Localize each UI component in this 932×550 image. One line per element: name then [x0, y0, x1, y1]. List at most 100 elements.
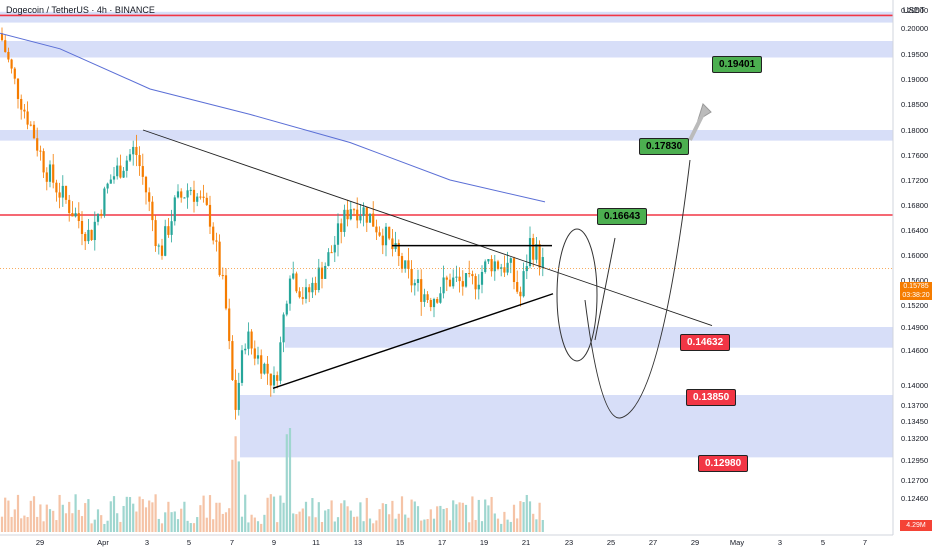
volume-bar — [231, 459, 234, 532]
candle-body — [410, 268, 413, 286]
candle-body — [343, 209, 346, 232]
volume-bar — [423, 519, 426, 532]
ascending-trendline — [272, 293, 554, 389]
volume-bar — [119, 521, 122, 532]
volume-bar — [192, 523, 196, 532]
candle-body — [52, 164, 55, 183]
candle-body — [471, 274, 474, 277]
candle-body — [234, 379, 237, 410]
volume-bar — [7, 500, 10, 532]
volume-bar — [29, 500, 32, 532]
x-tick-label: 7 — [863, 538, 867, 547]
volume-bar — [106, 520, 109, 532]
volume-bar — [359, 502, 362, 532]
volume-bar — [509, 521, 512, 532]
candle-body — [365, 207, 368, 223]
candle-body — [218, 241, 221, 276]
volume-bar — [269, 494, 272, 532]
candle-body — [64, 185, 68, 200]
candle-body — [7, 51, 10, 60]
volume-bar — [74, 494, 77, 532]
candle-body — [148, 192, 151, 202]
candle-body — [484, 261, 487, 272]
volume-bar — [471, 496, 474, 532]
volume-bar — [324, 510, 327, 532]
candle-body — [93, 221, 96, 241]
candle-body — [253, 348, 256, 359]
x-tick-label: 23 — [565, 538, 573, 547]
candle-body — [285, 303, 288, 315]
candle-body — [368, 213, 372, 223]
volume-label: 4.29M — [900, 520, 932, 531]
volume-bar — [448, 520, 452, 532]
volume-bar — [404, 514, 407, 532]
candle-body — [490, 259, 493, 272]
projection-arrow-1 — [594, 237, 616, 341]
candle-body — [538, 244, 541, 268]
y-tick-label: 0.15200 — [901, 301, 928, 310]
volume-bar — [244, 494, 247, 532]
candle-body — [448, 279, 452, 287]
candle-body — [141, 166, 144, 177]
candle-body — [336, 223, 340, 245]
volume-bar — [10, 516, 13, 532]
volume-bar — [42, 521, 45, 532]
volume-bar — [128, 497, 132, 532]
candle-body — [458, 276, 461, 282]
candle-body — [266, 363, 269, 374]
candle-body — [352, 209, 356, 211]
candle-body — [55, 182, 58, 193]
candle-body — [231, 341, 234, 380]
candle-body — [167, 226, 170, 235]
volume-bar — [407, 517, 410, 532]
volume-bar — [432, 518, 436, 532]
candle-body — [359, 215, 362, 221]
volume-bar — [452, 500, 455, 532]
volume-bar — [413, 501, 416, 532]
volume-bar — [279, 495, 282, 532]
y-tick-label: 0.18500 — [901, 100, 928, 109]
volume-bar — [253, 517, 256, 532]
volume-bar — [84, 503, 87, 532]
volume-bar — [333, 521, 336, 532]
candle-body — [468, 273, 471, 275]
candle-body — [58, 192, 61, 198]
x-tick-label: 25 — [607, 538, 615, 547]
y-tick-label: 0.14600 — [901, 346, 928, 355]
volume-bar — [525, 494, 528, 532]
candle-body — [77, 213, 80, 222]
volume-bar — [80, 516, 84, 532]
candle-body — [186, 190, 189, 198]
volume-bar — [250, 514, 253, 532]
volume-bar — [416, 506, 420, 532]
candle-body — [4, 40, 7, 52]
candle-body — [103, 188, 106, 216]
candle-body — [346, 209, 349, 220]
candle-body — [362, 207, 365, 216]
volume-bar — [0, 516, 4, 532]
candle-body — [397, 243, 400, 257]
volume-bar — [90, 523, 93, 532]
candle-body — [464, 273, 468, 287]
volume-bar — [109, 501, 112, 532]
volume-bar — [202, 495, 205, 532]
volume-bar — [372, 523, 375, 532]
candle-body — [480, 271, 484, 285]
volume-bar — [285, 434, 288, 532]
volume-bar — [292, 513, 295, 532]
volume-bar — [164, 512, 167, 532]
candle-body — [144, 176, 148, 193]
volume-bar — [48, 509, 52, 532]
volume-bar — [103, 523, 106, 532]
volume-bar — [327, 509, 330, 532]
candle-body — [298, 291, 301, 298]
candle-body — [42, 151, 45, 173]
candle-body — [282, 314, 285, 343]
volume-bar — [464, 504, 468, 532]
support-zone-4 — [240, 395, 893, 458]
volume-bar — [445, 508, 448, 532]
candle-body — [263, 363, 266, 374]
volume-bar — [426, 519, 429, 532]
